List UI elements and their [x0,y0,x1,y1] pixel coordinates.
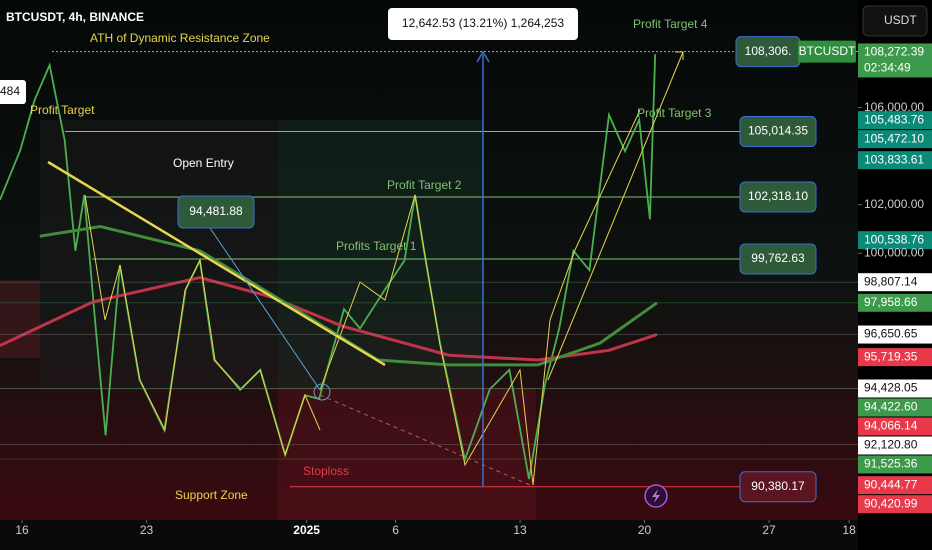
countdown: 02:34:49 [864,61,911,75]
symbol-tag [798,40,856,63]
price-label: 103,833.61 [864,152,924,166]
price-label-box [858,417,932,436]
currency-label: USDT [884,13,917,27]
price-label: 105,483.76 [864,112,924,126]
arrow-head [675,51,684,60]
profit-target-1-label: Profits Target 1 [336,239,417,253]
level-label: 102,318.10 [748,189,808,203]
x-tick-label: 27 [762,523,776,537]
entry-box [177,195,255,229]
currency-button[interactable] [862,5,928,37]
price-label: 105,472.10 [864,131,924,145]
price-label: 94,428.05 [864,381,918,395]
zigzag [84,194,321,457]
moving-average [0,275,658,362]
zigzag [319,109,641,486]
price-label: 96,650.65 [864,327,918,341]
price-label-box [858,151,932,170]
profit-target-2-label: Profit Target 2 [387,178,462,192]
y-tick-label: 102,000.00 [864,197,924,211]
x-tick-label: 13 [513,523,527,537]
price-label: 100,538.76 [864,232,924,246]
ath-label: ATH of Dynamic Resistance Zone [90,31,270,45]
target-line [547,51,684,381]
price-label-box [858,43,932,78]
trend-line [47,160,386,367]
price-label: 98,807.14 [864,274,918,288]
price-label-box [858,398,932,417]
price-label-box [858,273,932,292]
price-label-box [858,348,932,367]
x-tick-label: 16 [15,523,29,537]
measure-box [388,8,578,40]
open-entry-label: Open Entry [173,156,234,170]
price-label-box [858,476,932,495]
level-label: 99,762.63 [751,251,805,265]
level-box [739,243,817,275]
bolt [652,489,660,503]
price-label: 108,272.39 [864,45,924,59]
price-label: 92,120.80 [864,438,918,452]
support-zone-label: Support Zone [175,488,248,502]
price-label-box [858,495,932,514]
target-zone [278,120,483,388]
dashed-line [319,394,531,486]
x-tick-label: 2025 [293,523,320,537]
level-label: 108,306. [745,44,792,58]
price-label: 97,958.66 [864,295,918,309]
stoploss-label: Stoploss [303,464,349,478]
price-label-box [858,455,932,474]
x-tick-label: 18 [842,523,856,537]
price-label-box [858,231,932,250]
price-label: 90,444.77 [864,477,918,491]
profit-target-4-label: Profit Target 4 [633,17,708,31]
left-cut-label: 484 [0,84,20,98]
price-label-box [858,293,932,312]
x-tick-label: 6 [392,523,399,537]
price-label: 95,719.35 [864,349,918,363]
chart-title: BTCUSDT, 4h, BINANCE [6,10,144,24]
measure-arrow [476,50,490,63]
price-label-box [858,436,932,455]
profit-target-label: Profit Target [30,103,95,117]
entry-zone [40,120,278,390]
profit-target-3-label: Profit Target 3 [637,106,712,120]
price-label: 90,420.99 [864,496,918,510]
entry-marker [313,383,331,401]
y-tick-label: 106,000.00 [864,100,924,114]
price-label: 94,066.14 [864,419,918,433]
left-zone [0,280,40,358]
price-label-box [858,325,932,344]
price-label-box [858,379,932,398]
level-label: 90,380.17 [751,479,805,493]
time-axis [0,520,858,550]
price-label-box [858,130,932,149]
price-label: 94,422.60 [864,400,918,414]
price-label: 91,525.36 [864,457,918,471]
y-tick-label: 100,000.00 [864,245,924,259]
stop-zone [278,388,536,520]
entry-pointer [209,227,321,391]
price-line [0,54,657,480]
entry-price: 94,481.88 [189,204,243,218]
level-box [739,116,817,148]
level-box [739,471,817,503]
price-label-box [858,111,932,130]
x-tick-label: 20 [638,523,652,537]
symbol-label: BTCUSDT [799,44,856,58]
x-tick-label: 23 [140,523,154,537]
left-cut-box [0,80,26,104]
measure-label: 12,642.53 (13.21%) 1,264,253 [402,16,564,30]
level-box [739,181,817,213]
level-label: 105,014.35 [748,124,808,138]
